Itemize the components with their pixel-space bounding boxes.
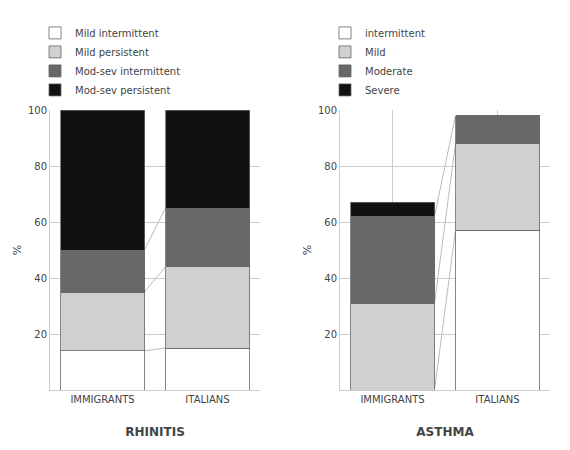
svg-text:80: 80 [324, 161, 337, 172]
svg-text:60: 60 [324, 217, 337, 228]
svg-text:40: 40 [34, 273, 47, 284]
svg-text:Severe: Severe [365, 85, 400, 96]
svg-text:80: 80 [34, 161, 47, 172]
svg-text:Mild intermittent: Mild intermittent [75, 28, 159, 39]
svg-text:ASTHMA: ASTHMA [416, 425, 474, 439]
svg-text:%: % [11, 245, 24, 255]
svg-text:20: 20 [34, 329, 47, 340]
svg-text:%: % [301, 245, 314, 255]
svg-text:Mild persistent: Mild persistent [75, 47, 149, 58]
svg-text:ITALIANS: ITALIANS [185, 394, 229, 405]
svg-text:IMMIGRANTS: IMMIGRANTS [360, 394, 424, 405]
svg-text:IMMIGRANTS: IMMIGRANTS [70, 394, 134, 405]
svg-text:Moderate: Moderate [365, 66, 413, 77]
svg-text:RHINITIS: RHINITIS [125, 425, 185, 439]
svg-text:intermittent: intermittent [365, 28, 425, 39]
svg-text:ITALIANS: ITALIANS [475, 394, 519, 405]
svg-text:100: 100 [318, 105, 337, 116]
svg-text:20: 20 [324, 329, 337, 340]
svg-text:Mod-sev intermittent: Mod-sev intermittent [75, 66, 180, 77]
svg-text:60: 60 [34, 217, 47, 228]
svg-text:40: 40 [324, 273, 337, 284]
svg-text:Mild: Mild [365, 47, 386, 58]
svg-text:100: 100 [28, 105, 47, 116]
svg-text:Mod-sev persistent: Mod-sev persistent [75, 85, 170, 96]
